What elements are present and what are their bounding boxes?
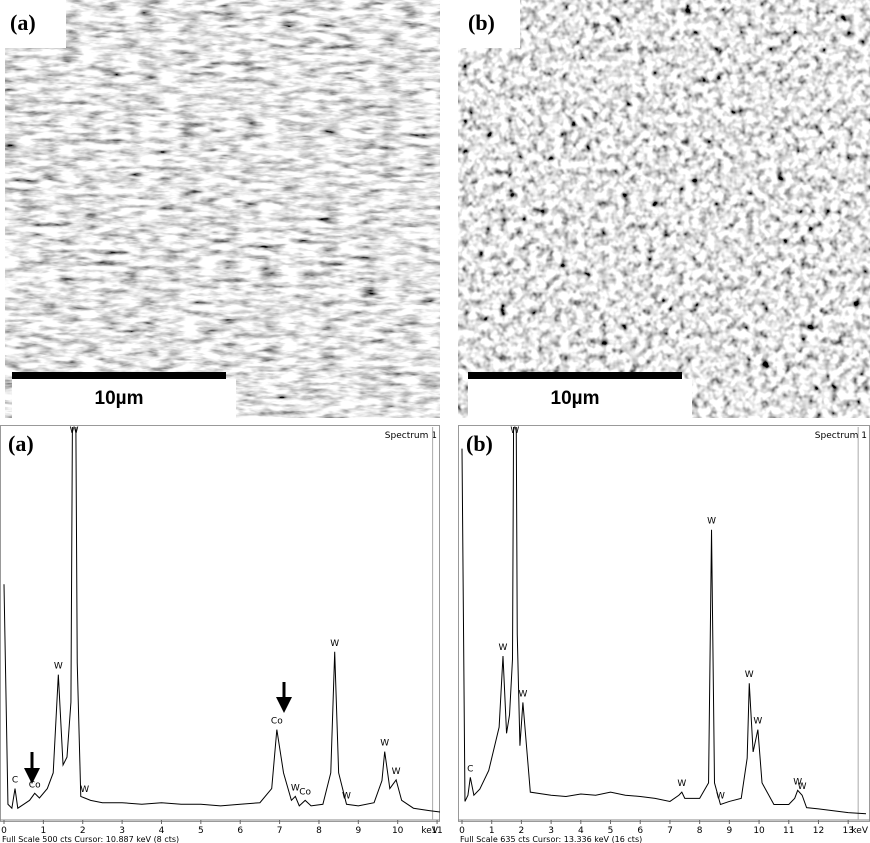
peak-label: W xyxy=(753,717,762,727)
scale-bar xyxy=(12,372,226,379)
x-tick-label: 4 xyxy=(578,826,584,836)
peak-label: W xyxy=(330,639,339,649)
peak-label: W xyxy=(54,662,63,672)
x-tick-label: 2 xyxy=(519,826,525,836)
x-tick-label: 1 xyxy=(41,826,47,836)
label-box xyxy=(458,0,520,48)
x-tick-label: 5 xyxy=(608,826,614,836)
frame xyxy=(0,425,440,822)
x-tick-label: 3 xyxy=(548,826,554,836)
frame xyxy=(458,425,870,822)
arrow xyxy=(276,682,292,713)
peak-label: W xyxy=(677,779,686,789)
peak-label: W xyxy=(518,689,527,699)
footer: Full Scale 635 cts Cursor: 13.336 keV (1… xyxy=(460,835,642,843)
sem-image xyxy=(458,0,870,418)
x-tick-label: 4 xyxy=(159,826,165,836)
x-tick-label: 5 xyxy=(198,826,204,836)
x-tick-label: 11 xyxy=(783,826,794,836)
peak-label: W xyxy=(745,670,754,680)
x-tick-label: 1 xyxy=(489,826,495,836)
x-tick-label: 6 xyxy=(237,826,243,836)
x-tick-label: 7 xyxy=(277,826,283,836)
peak-label: W xyxy=(291,783,300,793)
peak-label: Co xyxy=(299,787,311,797)
x-tick-label: 8 xyxy=(316,826,322,836)
peak-label: W xyxy=(80,785,89,795)
x-tick-label: 0 xyxy=(459,826,465,836)
peak-label: W xyxy=(793,777,802,787)
x-axis-label: keV xyxy=(421,826,438,836)
peak-label: C xyxy=(467,764,473,774)
scale-box xyxy=(12,379,236,418)
x-tick-label: 7 xyxy=(667,826,673,836)
peak-label: W xyxy=(510,426,519,436)
x-tick-label: 10 xyxy=(753,826,765,836)
x-tick-label: 0 xyxy=(1,826,7,836)
sem-image xyxy=(5,0,440,418)
peak-label: W xyxy=(707,517,716,527)
panel-label: (b) xyxy=(468,10,495,35)
peak-label: C xyxy=(12,776,18,786)
x-tick-label: 10 xyxy=(392,826,404,836)
spectrum-line xyxy=(461,427,867,815)
x-axis-label: keV xyxy=(851,826,868,836)
peak-label: W xyxy=(70,426,79,436)
spectrum-title: Spectrum 1 xyxy=(385,431,437,441)
x-tick-label: 6 xyxy=(637,826,643,836)
footer: Full Scale 500 cts Cursor: 10.887 keV (8… xyxy=(2,835,179,843)
spectrum-title: Spectrum 1 xyxy=(815,431,867,441)
panel-label: (a) xyxy=(8,431,34,456)
x-tick-label: 9 xyxy=(355,826,361,836)
scale-label: 10µm xyxy=(95,388,144,409)
x-tick-label: 13 xyxy=(842,826,853,836)
x-tick-label: 12 xyxy=(813,826,824,836)
x-tick-label: 11 xyxy=(431,826,442,836)
peak-label: W xyxy=(392,767,401,777)
panel-label: (a) xyxy=(10,10,36,35)
scale-box xyxy=(468,379,692,418)
x-tick-label: 8 xyxy=(697,826,703,836)
peak-label: W xyxy=(798,782,807,792)
peak-label: W xyxy=(499,643,508,653)
x-tick-label: 2 xyxy=(80,826,86,836)
peak-label: W xyxy=(716,792,725,802)
arrow xyxy=(24,752,40,784)
label-box xyxy=(0,0,66,48)
peak-label: W xyxy=(380,739,389,749)
scale-bar xyxy=(468,372,682,379)
x-tick-label: 3 xyxy=(119,826,125,836)
panel-label: (b) xyxy=(466,431,493,456)
x-tick-label: 9 xyxy=(726,826,732,836)
scale-label: 10µm xyxy=(551,388,600,409)
peak-label: Co xyxy=(271,717,283,727)
spectrum-line xyxy=(3,427,440,813)
peak-label: Co xyxy=(29,780,41,790)
peak-label: W xyxy=(342,791,351,801)
